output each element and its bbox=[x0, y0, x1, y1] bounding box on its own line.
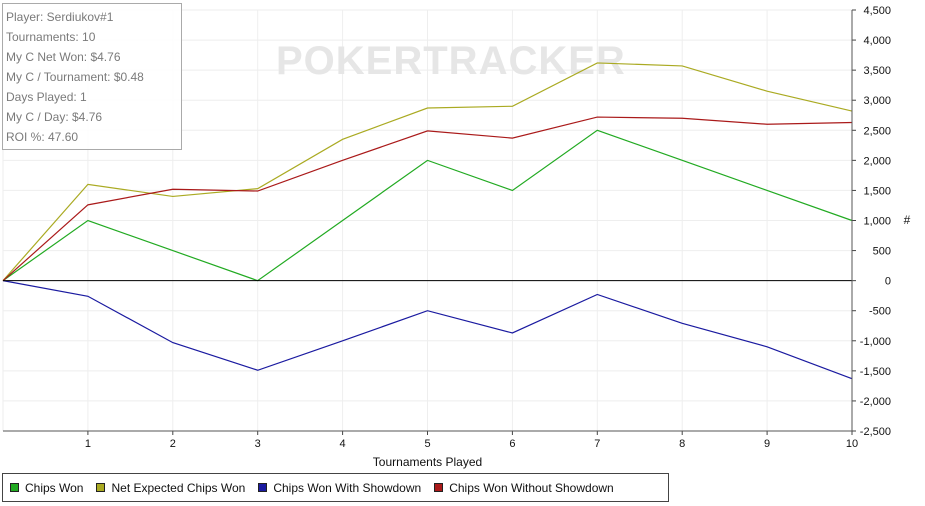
x-tick-label: 6 bbox=[509, 438, 515, 450]
series-lines bbox=[2, 62, 853, 380]
x-axis-title: Tournaments Played bbox=[373, 455, 482, 469]
y-tick-label: -2,000 bbox=[860, 396, 891, 408]
y-tick-label: 4,000 bbox=[863, 35, 891, 47]
legend: Chips Won Net Expected Chips Won Chips Won… bbox=[2, 473, 669, 502]
y-tick-label: -1,500 bbox=[860, 366, 891, 378]
series-line-net-expected-chips-won bbox=[2, 62, 853, 282]
y-tick-label: 2,000 bbox=[863, 155, 891, 167]
series-line-chips-won-with-showdown bbox=[2, 280, 853, 380]
info-net-won: My C Net Won: $4.76 bbox=[6, 50, 121, 64]
y-tick-label: 1,000 bbox=[863, 216, 891, 228]
info-per-day: My C / Day: $4.76 bbox=[6, 110, 103, 124]
y-tick-label: 0 bbox=[885, 276, 891, 288]
legend-swatch bbox=[434, 483, 444, 492]
legend-swatch bbox=[258, 483, 268, 492]
legend-label: Chips Won bbox=[25, 480, 84, 495]
info-roi: ROI %: 47.60 bbox=[6, 130, 79, 144]
x-tick-label: 4 bbox=[340, 438, 346, 450]
y-tick-label: -2,500 bbox=[860, 426, 891, 438]
y-tick-label: 3,500 bbox=[863, 65, 891, 77]
series-line-chips-won bbox=[2, 129, 853, 282]
x-tick-label: 7 bbox=[594, 438, 600, 450]
legend-swatch bbox=[10, 483, 19, 492]
info-tournaments: Tournaments: 10 bbox=[6, 30, 96, 44]
x-tick-label: 3 bbox=[255, 438, 261, 450]
legend-label: Chips Won With Showdown bbox=[273, 480, 422, 495]
watermark-logo: POKERTRACKER bbox=[276, 39, 626, 83]
player-info-box: Player: Serdiukov#1 Tournaments: 10 My C… bbox=[2, 3, 182, 150]
x-tick-label: 5 bbox=[424, 438, 430, 450]
x-tick-label: 2 bbox=[170, 438, 176, 450]
y-axis-title: # bbox=[904, 213, 911, 227]
legend-label: Net Expected Chips Won bbox=[111, 480, 246, 495]
y-tick-label: 1,500 bbox=[863, 185, 891, 197]
series-line-chips-won-without-showdown bbox=[2, 116, 853, 282]
legend-label: Chips Won Without Showdown bbox=[449, 480, 614, 495]
info-player: Player: Serdiukov#1 bbox=[6, 10, 114, 24]
y-tick-label: 4,500 bbox=[863, 5, 891, 17]
y-tick-label: -500 bbox=[869, 306, 891, 318]
legend-item: Chips Won With Showdown bbox=[258, 481, 421, 495]
legend-swatch bbox=[96, 483, 106, 492]
y-tick-label: -1,000 bbox=[860, 336, 891, 348]
axes: -2,500 -2,000 -1,500 -1,000 -500 0 500 1,000 1,5… bbox=[3, 5, 891, 450]
info-per-tournament: My C / Tournament: $0.48 bbox=[6, 70, 144, 84]
y-tick-label: 500 bbox=[873, 246, 891, 258]
y-tick-label: 3,000 bbox=[863, 95, 891, 107]
info-days-played: Days Played: 1 bbox=[6, 90, 87, 104]
legend-item: Chips Won bbox=[10, 481, 83, 495]
y-tick-label: 2,500 bbox=[863, 125, 891, 137]
legend-item: Chips Won Without Showdown bbox=[434, 481, 614, 495]
x-tick-label: 1 bbox=[85, 438, 91, 450]
x-tick-label: 9 bbox=[764, 438, 770, 450]
x-tick-label: 10 bbox=[846, 438, 858, 450]
legend-item: Net Expected Chips Won bbox=[96, 481, 245, 495]
x-tick-label: 8 bbox=[679, 438, 685, 450]
